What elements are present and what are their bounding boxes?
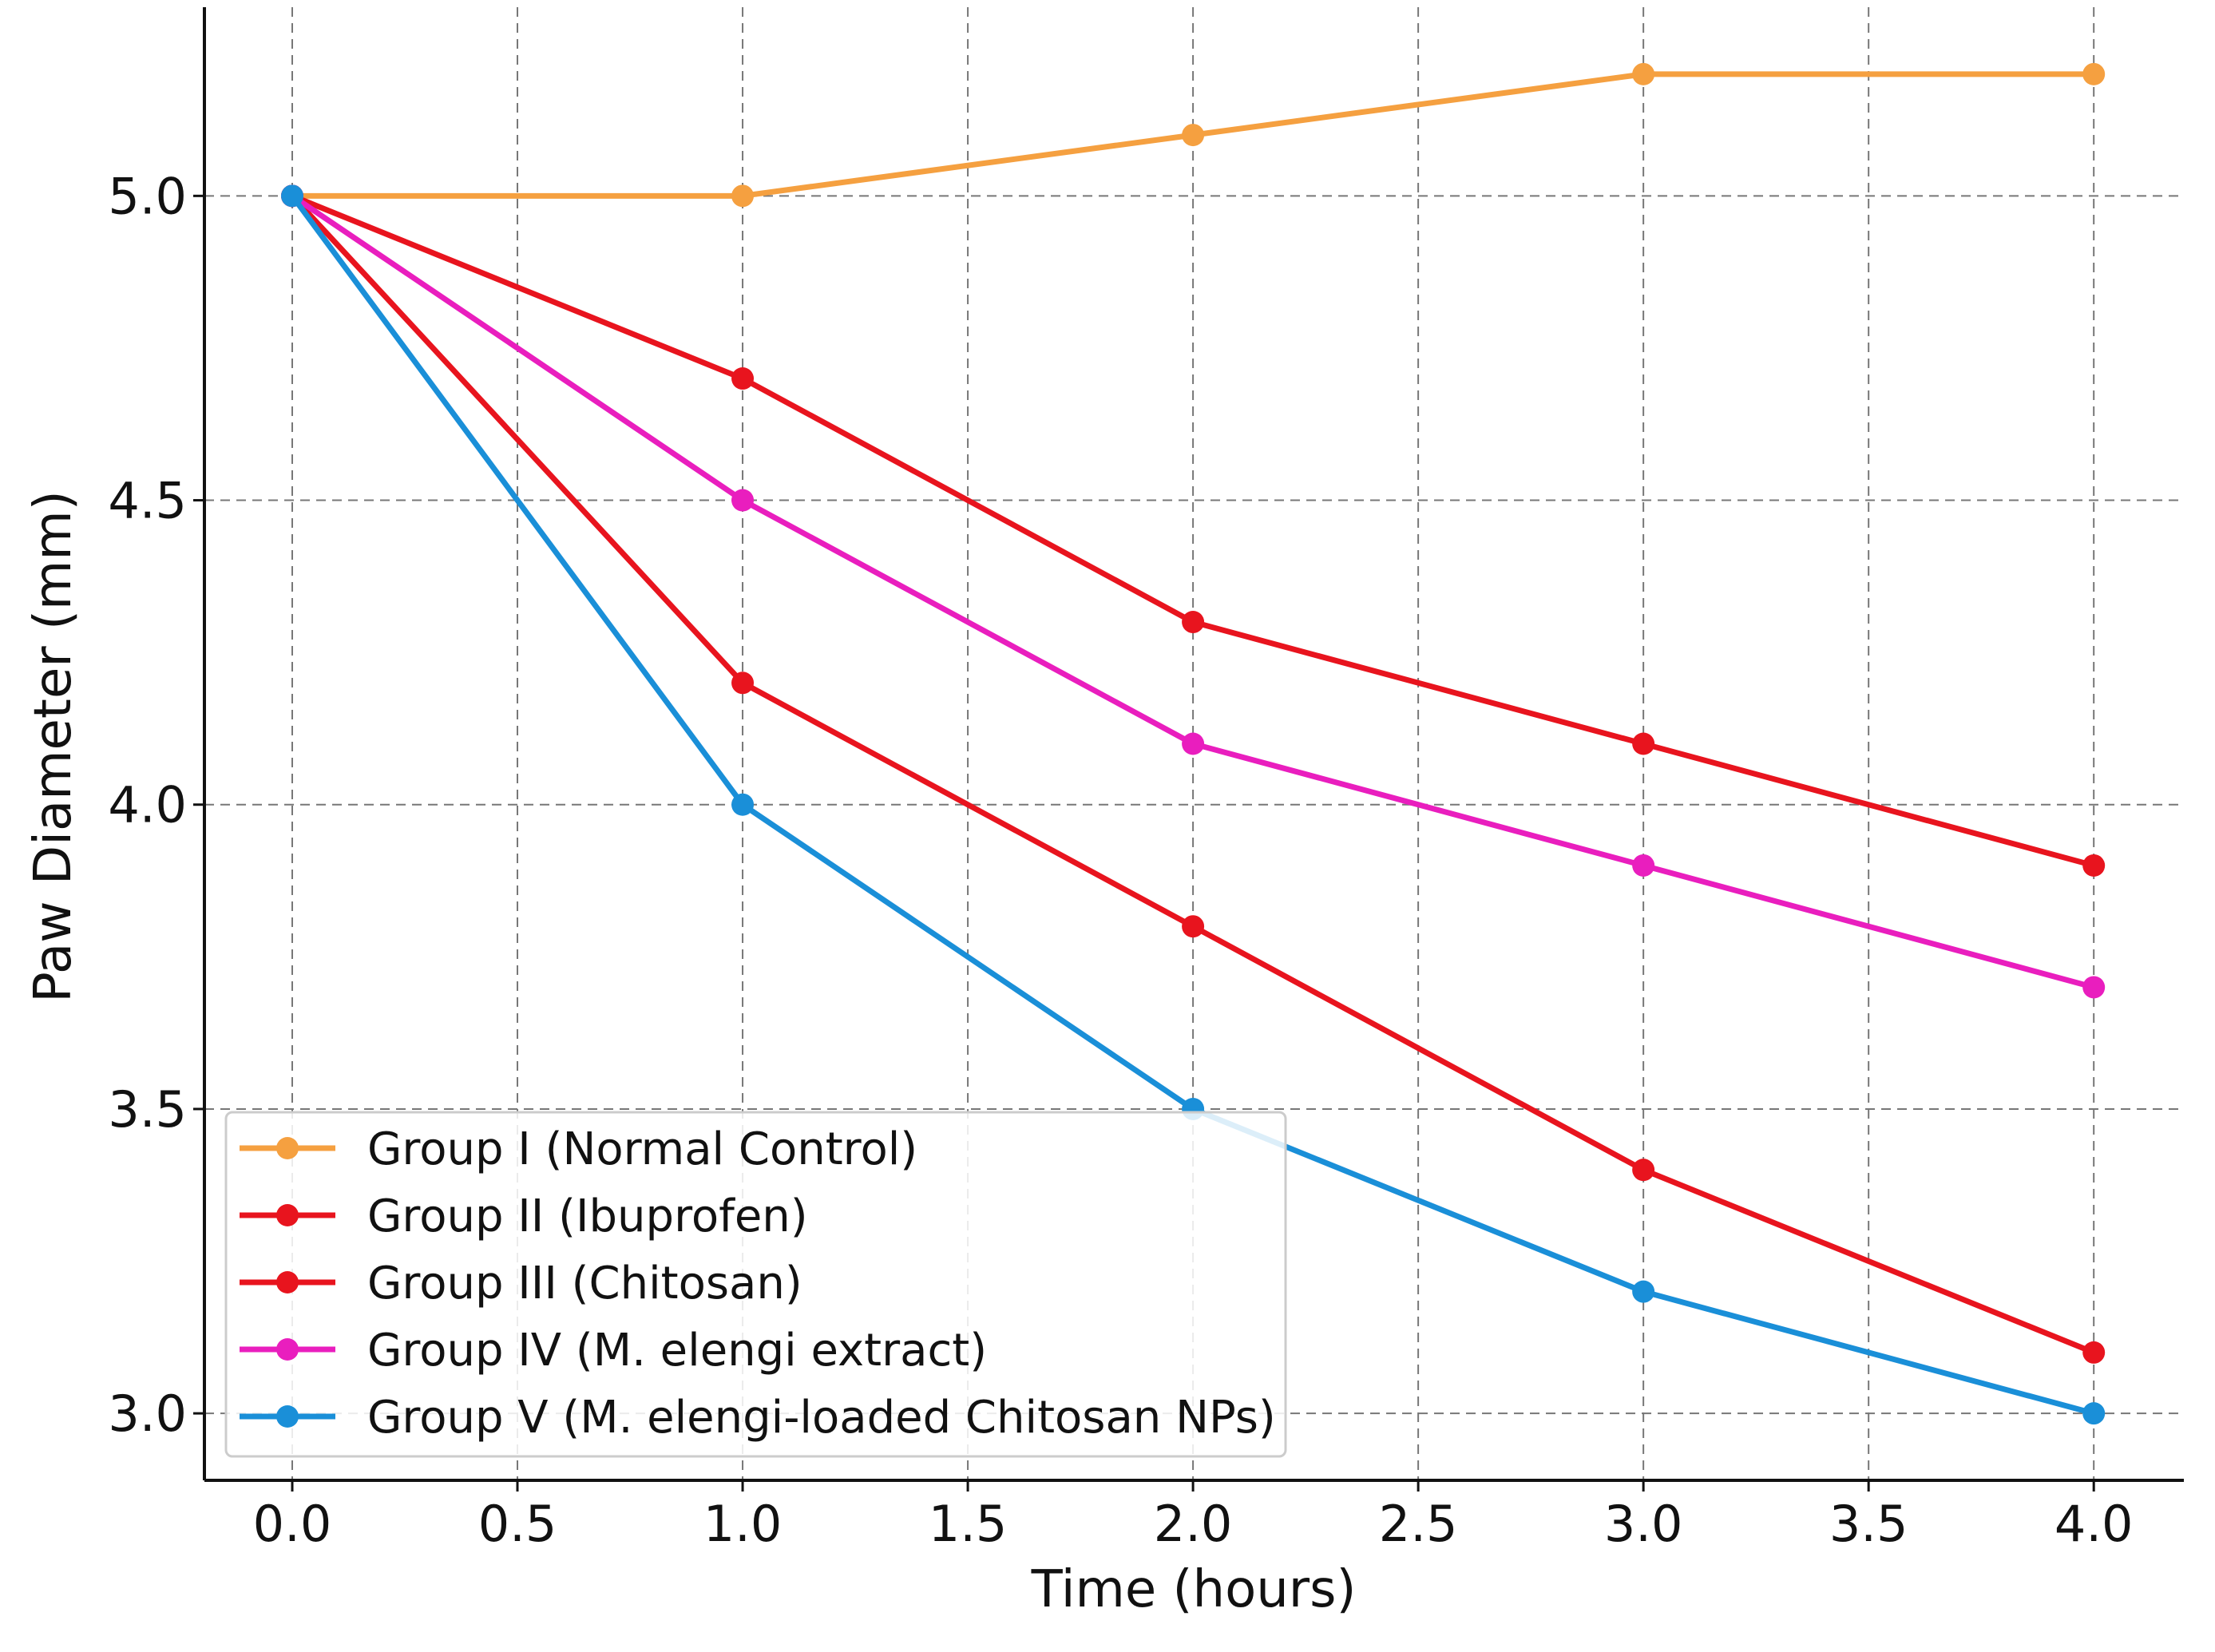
- data-point: [1182, 124, 1205, 147]
- data-point: [2082, 1402, 2106, 1425]
- series-2: [280, 184, 2106, 877]
- data-point: [1632, 854, 1655, 877]
- data-point: [1182, 915, 1205, 938]
- legend: Group I (Normal Control) Group II (Ibupro…: [224, 1111, 1287, 1458]
- x-tick-label: 3.5: [1829, 1495, 1908, 1553]
- x-axis-label: Time (hours): [1031, 1560, 1357, 1619]
- data-point: [2082, 1341, 2106, 1364]
- data-point: [2082, 854, 2106, 877]
- legend-label: Group IV (M. elengi extract): [367, 1325, 987, 1377]
- data-point: [1632, 1280, 1655, 1303]
- data-point: [1632, 732, 1655, 755]
- data-point: [1632, 1159, 1655, 1182]
- x-tick-label: 3.0: [1604, 1495, 1683, 1553]
- data-point: [731, 367, 755, 390]
- legend-marker: [276, 1405, 299, 1428]
- data-point: [2082, 976, 2106, 999]
- x-tick-label: 0.0: [253, 1495, 332, 1553]
- x-tick-label: 2.0: [1154, 1495, 1233, 1553]
- series-group: [280, 62, 2106, 1425]
- legend-label: Group V (M. elengi-loaded Chitosan NPs): [367, 1392, 1276, 1444]
- y-tick-label: 4.0: [108, 776, 187, 834]
- y-tick-label: 4.5: [108, 472, 187, 530]
- legend-item: Group IV (M. elengi extract): [240, 1325, 987, 1377]
- data-point: [731, 793, 755, 816]
- legend-label: Group II (Ibuprofen): [367, 1190, 808, 1242]
- x-tick-label: 0.5: [478, 1495, 557, 1553]
- x-tick-label: 1.0: [703, 1495, 783, 1553]
- data-point: [280, 184, 303, 208]
- legend-marker: [276, 1338, 299, 1361]
- data-point: [1182, 611, 1205, 634]
- data-point: [731, 184, 755, 208]
- legend-label: Group III (Chitosan): [367, 1258, 802, 1309]
- legend-item: Group II (Ibuprofen): [240, 1190, 808, 1242]
- x-tick-label: 4.0: [2055, 1495, 2134, 1553]
- x-tick-label: 1.5: [929, 1495, 1008, 1553]
- y-tick-label: 3.5: [108, 1080, 187, 1139]
- y-axis-label: Paw Diameter (mm): [24, 490, 83, 1002]
- legend-marker: [276, 1271, 299, 1293]
- legend-item: Group III (Chitosan): [240, 1258, 802, 1309]
- y-tick-label: 3.0: [108, 1385, 187, 1443]
- data-point: [2082, 62, 2106, 85]
- x-tick-label: 2.5: [1379, 1495, 1458, 1553]
- legend-marker: [276, 1137, 299, 1159]
- legend-item: Group V (M. elengi-loaded Chitosan NPs): [240, 1392, 1276, 1444]
- data-point: [1632, 62, 1655, 85]
- y-tick-label: 5.0: [108, 167, 187, 225]
- legend-box: [224, 1111, 1287, 1458]
- data-point: [731, 671, 755, 695]
- data-point: [1182, 732, 1205, 755]
- legend-item: Group I (Normal Control): [240, 1123, 917, 1175]
- legend-marker: [276, 1204, 299, 1226]
- legend-label: Group I (Normal Control): [367, 1123, 917, 1175]
- axes: 0.0 0.5 1.0 1.5 2.0 2.5 3.0 3.5 4.0 3.0 3.5 4.0 4.5 5…: [108, 7, 2184, 1553]
- data-point: [731, 489, 755, 512]
